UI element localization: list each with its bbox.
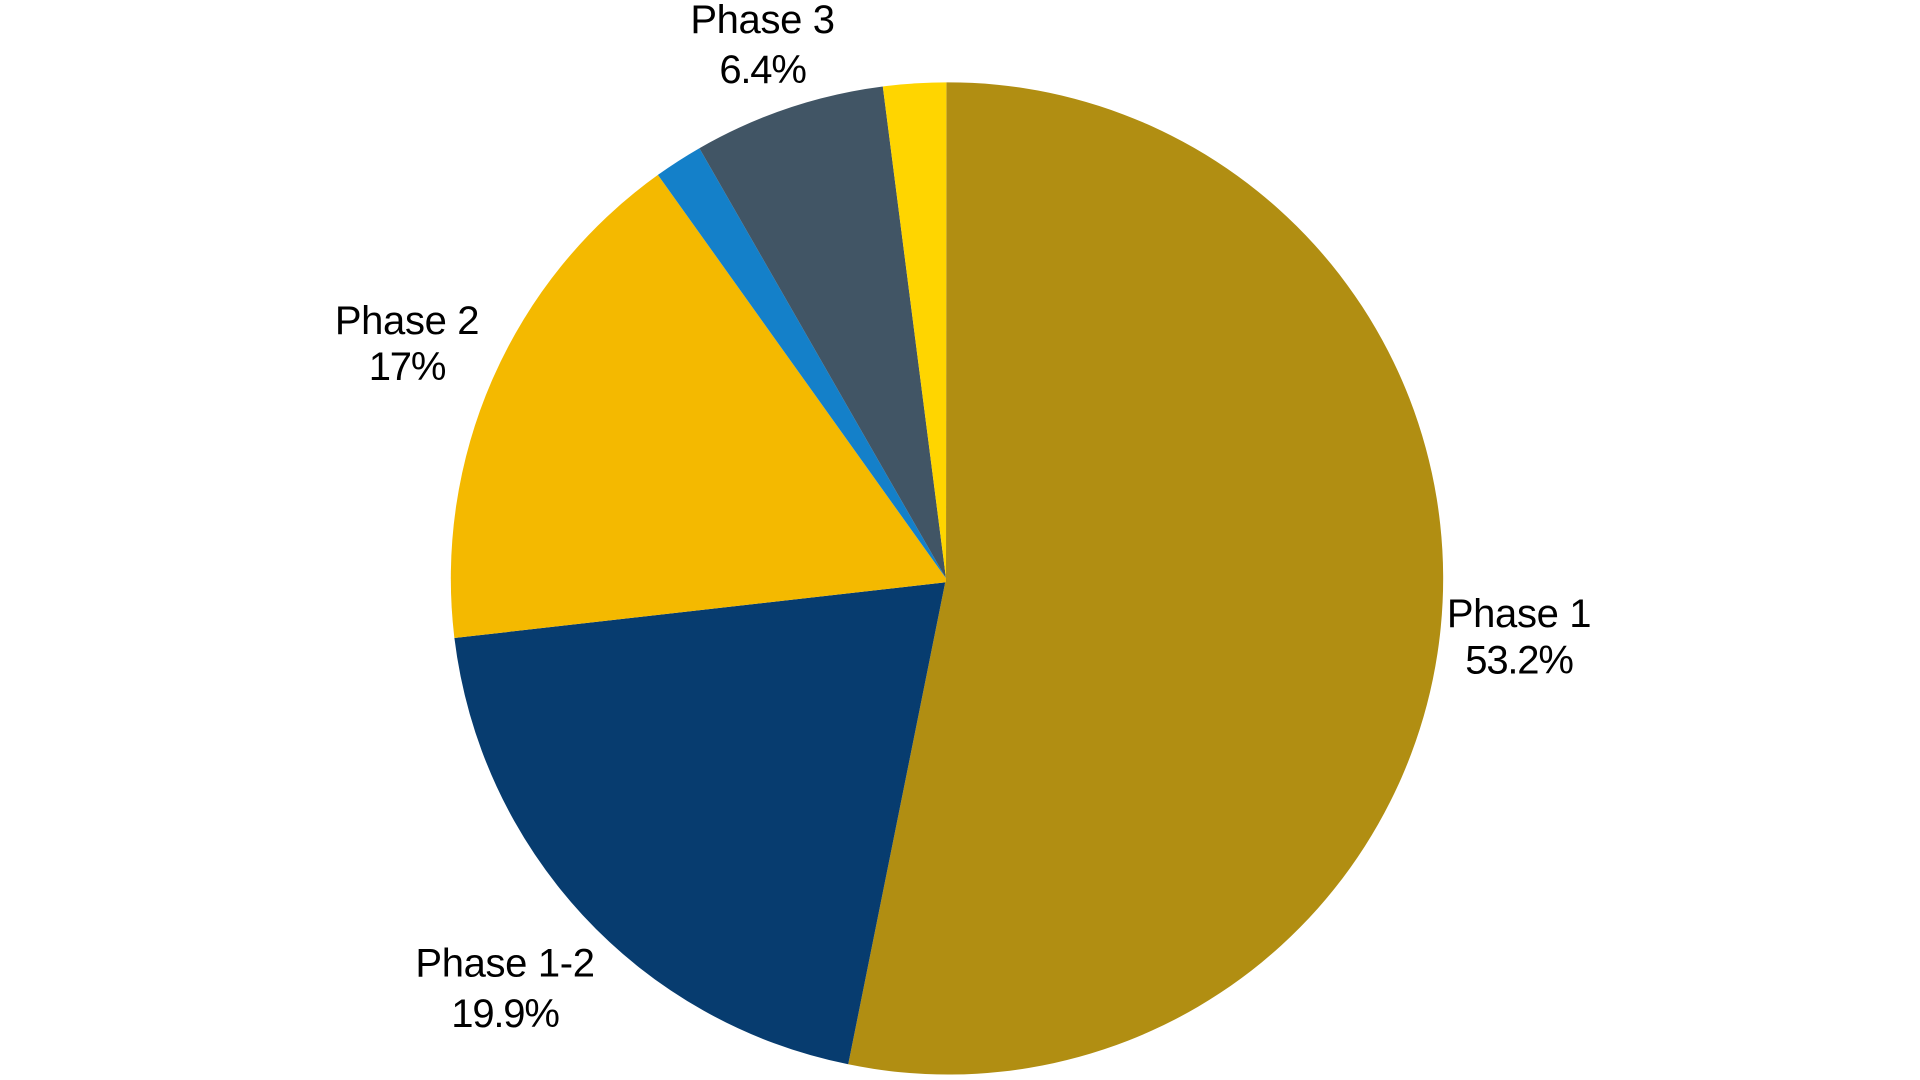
svg-text:Phase 3: Phase 3 <box>690 0 834 42</box>
svg-text:17%: 17% <box>369 345 446 389</box>
svg-text:Phase 1: Phase 1 <box>1447 592 1591 636</box>
svg-text:6.4%: 6.4% <box>719 48 806 92</box>
svg-text:Phase 2: Phase 2 <box>335 299 479 343</box>
svg-text:53.2%: 53.2% <box>1465 639 1573 683</box>
svg-text:Phase 1-2: Phase 1-2 <box>415 941 594 985</box>
svg-text:19.9%: 19.9% <box>451 992 559 1036</box>
